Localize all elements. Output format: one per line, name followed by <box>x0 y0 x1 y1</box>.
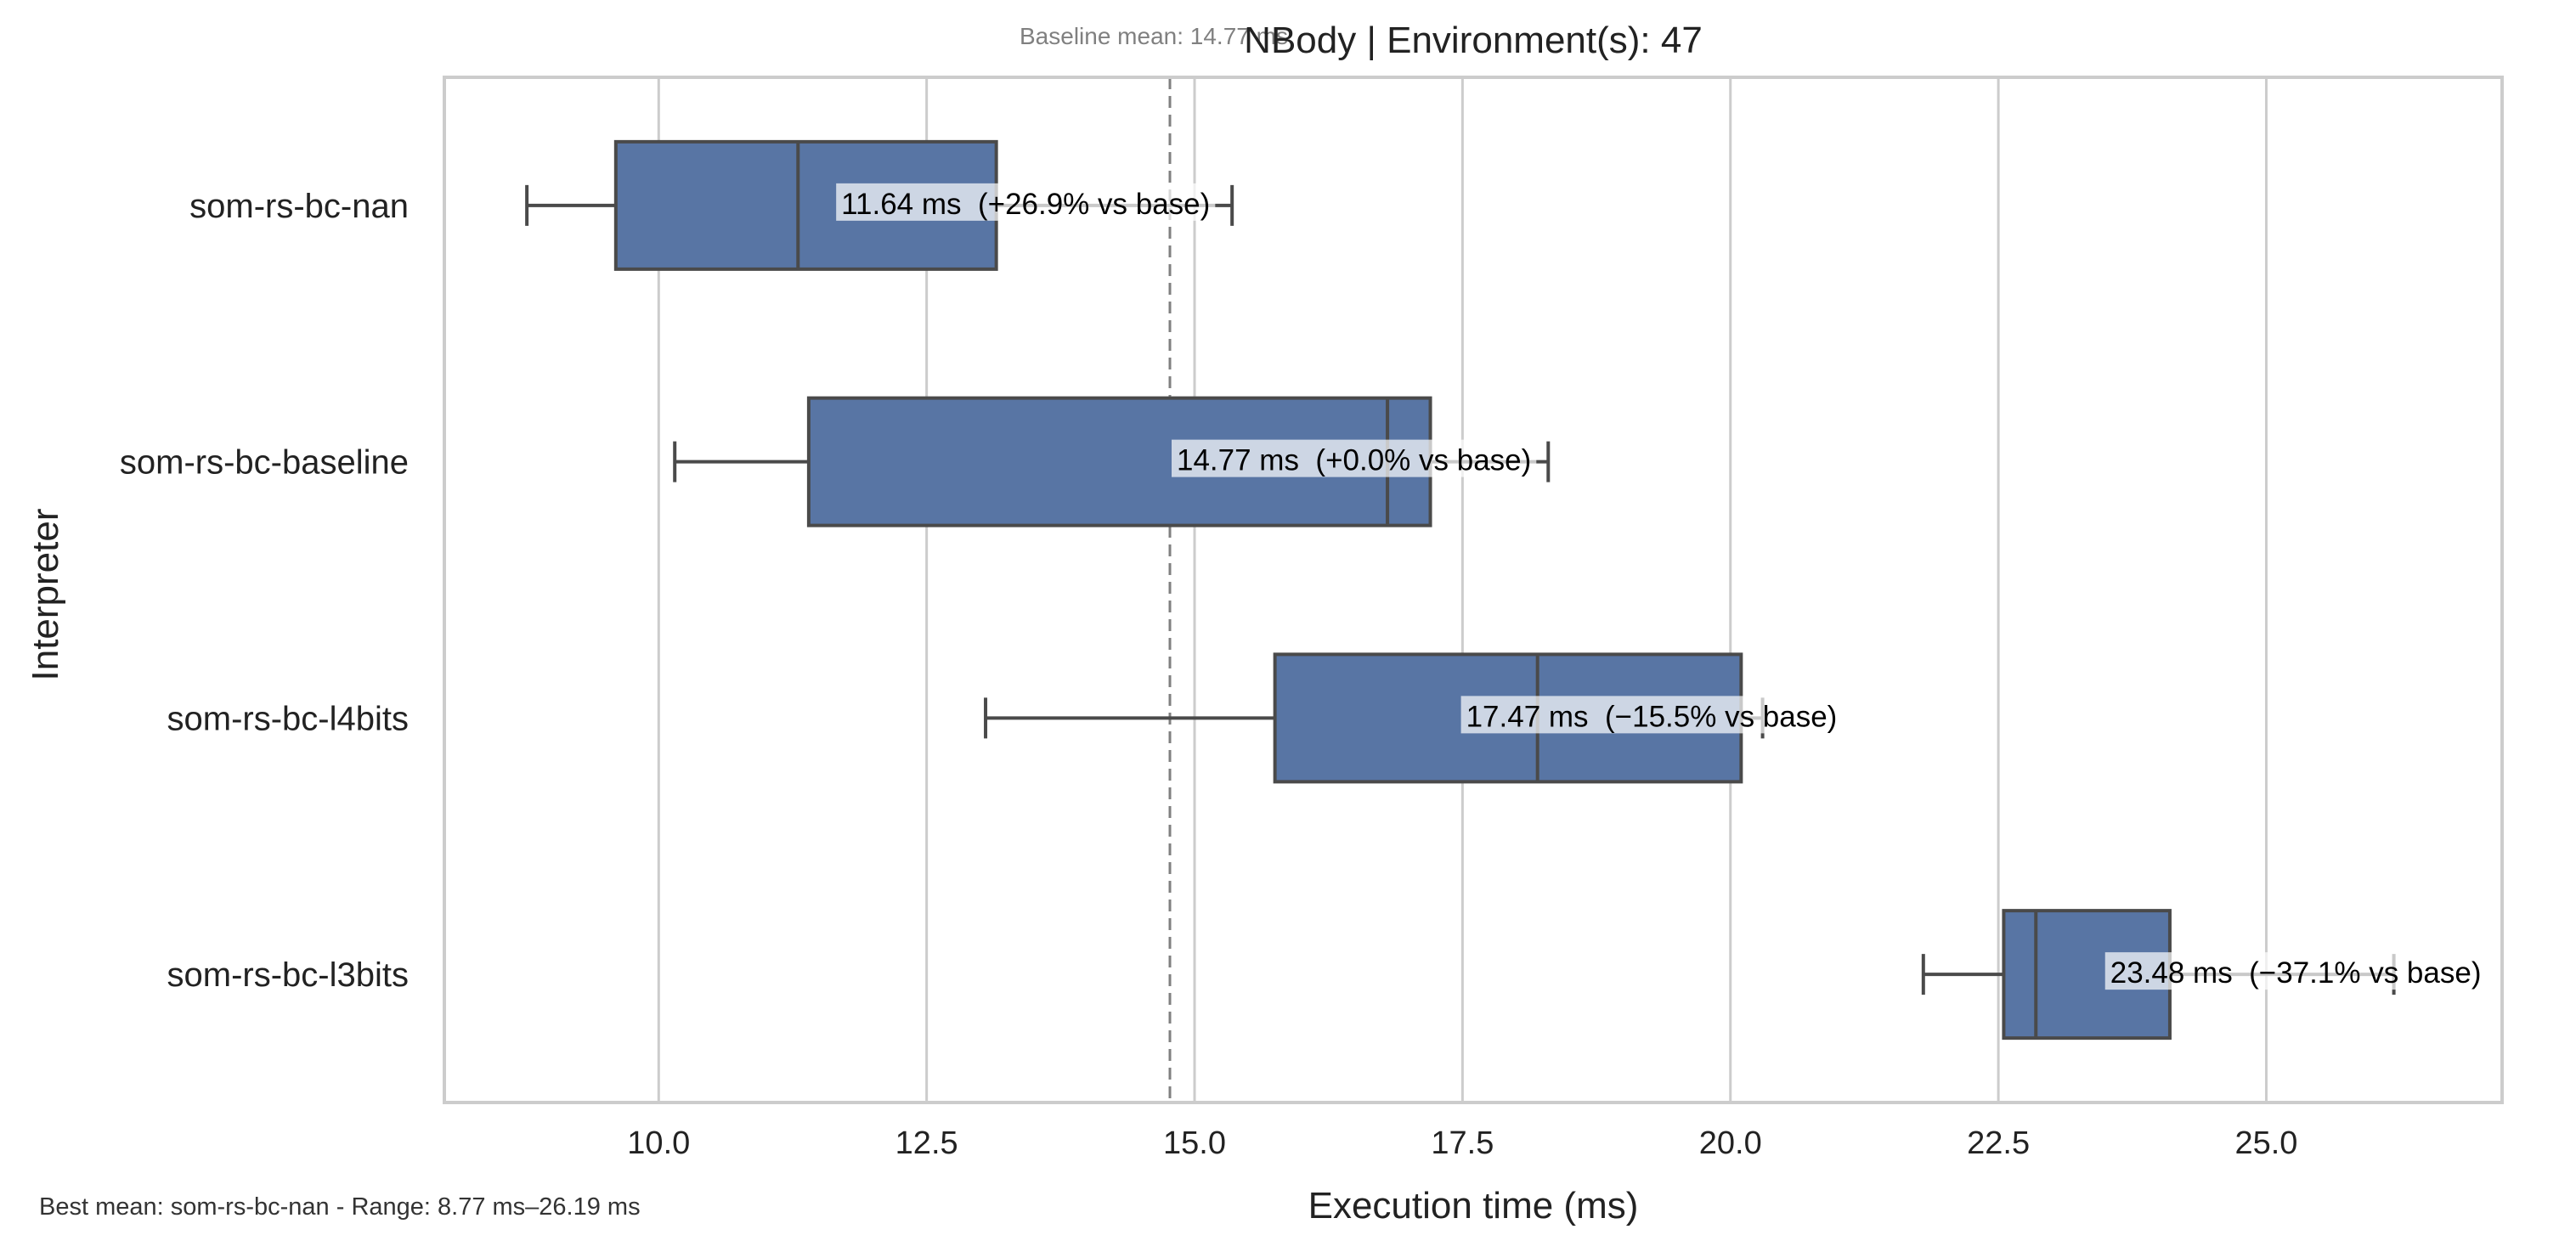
annotation-background <box>2104 952 2487 990</box>
y-tick-label: som-rs-bc-nan <box>189 188 409 225</box>
mean-annotation: 23.48 ms (−37.1% vs base) <box>2110 956 2482 990</box>
mean-annotation: 14.77 ms (+0.0% vs base) <box>1177 444 1531 477</box>
y-tick-label: som-rs-bc-l3bits <box>167 956 409 994</box>
annotation-background <box>836 183 1216 221</box>
chart-footer-note: Best mean: som-rs-bc-nan - Range: 8.77 m… <box>39 1193 641 1221</box>
plot-frame <box>443 76 2504 1104</box>
mean-annotation: 17.47 ms (−15.5% vs base) <box>1466 700 1838 733</box>
box-som-rs-bc-nan <box>525 139 1234 271</box>
x-tick-label: 17.5 <box>1431 1125 1494 1161</box>
mean-annotation: 11.64 ms (+26.9% vs base) <box>841 188 1210 221</box>
y-axis-label: Interpreter <box>25 509 66 681</box>
x-axis-label: Execution time (ms) <box>1308 1185 1639 1227</box>
baseline-mean-label: Baseline mean: 14.77 ms <box>1020 23 1288 49</box>
box-layer <box>525 139 2396 1041</box>
x-tick-label: 10.0 <box>627 1125 690 1161</box>
annotation-layer: 11.64 ms (+26.9% vs base) 14.77 ms (+0.0%… <box>836 183 2487 990</box>
annotation-background <box>1460 696 1843 734</box>
tick-layer: 10.0 12.5 15.0 17.5 20.0 22.5 25.0 som-rs-bc-na… <box>120 188 2298 1161</box>
y-tick-label: som-rs-bc-baseline <box>120 444 409 482</box>
y-tick-label: som-rs-bc-l4bits <box>167 700 409 737</box>
x-tick-label: 20.0 <box>1699 1125 1762 1161</box>
chart-title: NBody | Environment(s): 47 <box>1244 20 1703 61</box>
x-tick-label: 25.0 <box>2234 1125 2297 1161</box>
x-tick-label: 12.5 <box>895 1125 958 1161</box>
annotation-background <box>1172 439 1537 477</box>
x-tick-label: 15.0 <box>1163 1125 1226 1161</box>
x-tick-label: 22.5 <box>1967 1125 2030 1161</box>
